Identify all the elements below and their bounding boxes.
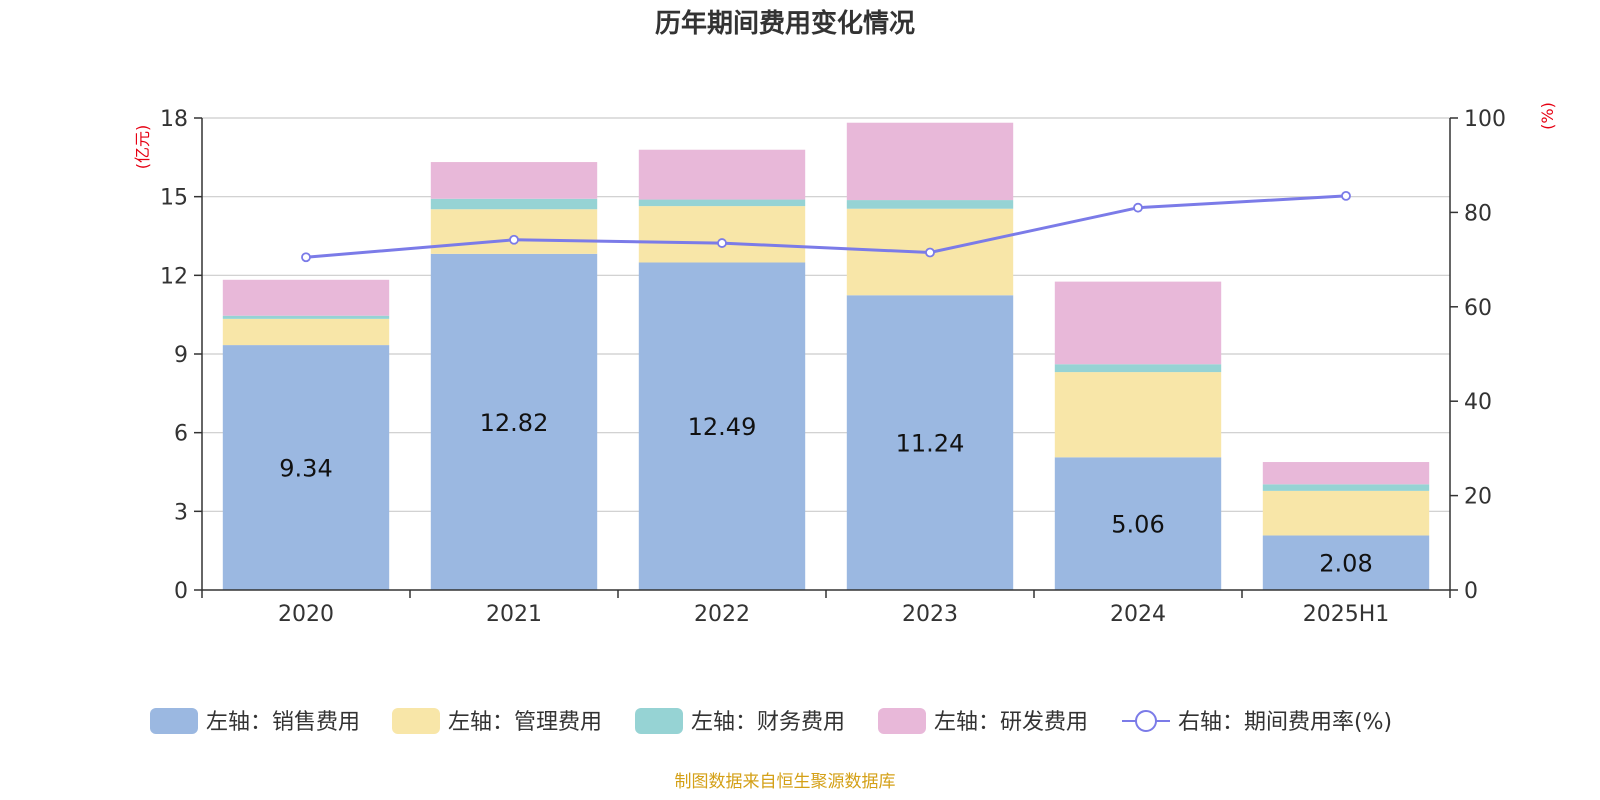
- bar-segment: [222, 315, 390, 319]
- line-point: [1133, 202, 1143, 213]
- line-point: [717, 238, 727, 248]
- bar-segment: [1262, 490, 1430, 536]
- grid-lines: [202, 117, 1450, 512]
- x-axis-tick-label: 2022: [694, 602, 750, 627]
- bar-segment: [430, 162, 598, 199]
- x-axis-tick-label: 2023: [902, 602, 958, 627]
- left-axis-tick-label: 3: [174, 500, 188, 525]
- axes: 0 3 6 9 12 15 18 0 20 40 60 80 100 2020 2021 2022 2023 20…: [160, 107, 1506, 627]
- right-axis-tick-label: 40: [1464, 390, 1492, 415]
- bar-segment: [846, 200, 1014, 209]
- bar-segment: [1262, 535, 1430, 590]
- data-label: 12.82: [480, 409, 549, 437]
- data-label: 12.49: [688, 413, 757, 441]
- bar-segment: [222, 318, 390, 346]
- bar-segment: [846, 122, 1014, 201]
- bar-segment: [430, 253, 598, 590]
- data-label: 11.24: [896, 430, 965, 458]
- bar-segment: [846, 295, 1014, 590]
- bar-segment: [430, 209, 598, 254]
- bar-segment: [638, 149, 806, 200]
- data-label-layer: 9.34 12.82 12.49 11.24 5.06 2.08: [279, 409, 1372, 578]
- legend-label: 右轴：期间费用率(%): [1178, 710, 1392, 735]
- left-axis-unit: (亿元): [133, 125, 152, 170]
- line-series-path: [305, 194, 1347, 259]
- legend-swatch: [635, 708, 683, 734]
- bar-segment: [1054, 281, 1222, 365]
- x-axis-tick-label: 2021: [486, 602, 542, 627]
- legend-swatch: [150, 708, 198, 734]
- left-axis-tick-label: 0: [174, 579, 188, 604]
- data-label: 5.06: [1111, 511, 1164, 539]
- bar-layer: [222, 122, 1430, 590]
- left-axis-tick-label: 15: [160, 186, 188, 211]
- x-axis-tick-label: 2025H1: [1303, 602, 1390, 627]
- chart-title: 历年期间费用变化情况: [655, 8, 915, 39]
- line-point: [301, 252, 311, 263]
- legend-line-marker: [1135, 710, 1157, 732]
- bar-segment: [1262, 462, 1430, 485]
- bar-segment: [1054, 457, 1222, 590]
- left-axis-tick-label: 18: [160, 107, 188, 132]
- right-axis-unit: (%): [1538, 102, 1557, 130]
- data-label: 2.08: [1319, 550, 1372, 578]
- x-axis-tick-label: 2020: [278, 602, 334, 627]
- legend-swatch: [392, 708, 440, 734]
- bar-segment: [1054, 372, 1222, 458]
- data-label: 9.34: [279, 455, 332, 483]
- legend-label: 左轴：研发费用: [934, 710, 1088, 735]
- line-point: [925, 247, 935, 258]
- legend-swatch: [878, 708, 926, 734]
- bar-segment: [638, 206, 806, 263]
- legend-label: 左轴：销售费用: [206, 710, 360, 735]
- legend-label: 左轴：管理费用: [448, 710, 602, 735]
- source-note: 制图数据来自恒生聚源数据库: [675, 772, 896, 792]
- left-axis-tick-label: 6: [174, 422, 188, 447]
- legend-label: 左轴：财务费用: [691, 710, 845, 735]
- line-layer: [301, 190, 1351, 263]
- bar-segment: [1054, 364, 1222, 373]
- right-axis-tick-label: 60: [1464, 296, 1492, 321]
- right-axis-tick-label: 0: [1464, 579, 1478, 604]
- left-axis-tick-label: 12: [160, 264, 188, 289]
- bar-segment: [638, 262, 806, 590]
- right-axis-tick-label: 80: [1464, 201, 1492, 226]
- bar-segment: [430, 198, 598, 210]
- legend: 左轴：销售费用 左轴：管理费用 左轴：财务费用 左轴：研发费用 右轴：期间费用率(%): [150, 708, 1392, 735]
- bar-segment: [222, 345, 390, 590]
- left-axis-tick-label: 9: [174, 343, 188, 368]
- bar-segment: [638, 199, 806, 207]
- line-point: [509, 234, 519, 245]
- right-axis-tick-label: 20: [1464, 485, 1492, 510]
- line-point: [1341, 190, 1351, 201]
- bar-segment: [222, 279, 390, 316]
- bar-segment: [1262, 484, 1430, 491]
- right-axis-tick-label: 100: [1464, 107, 1506, 132]
- x-axis-tick-label: 2024: [1110, 602, 1166, 627]
